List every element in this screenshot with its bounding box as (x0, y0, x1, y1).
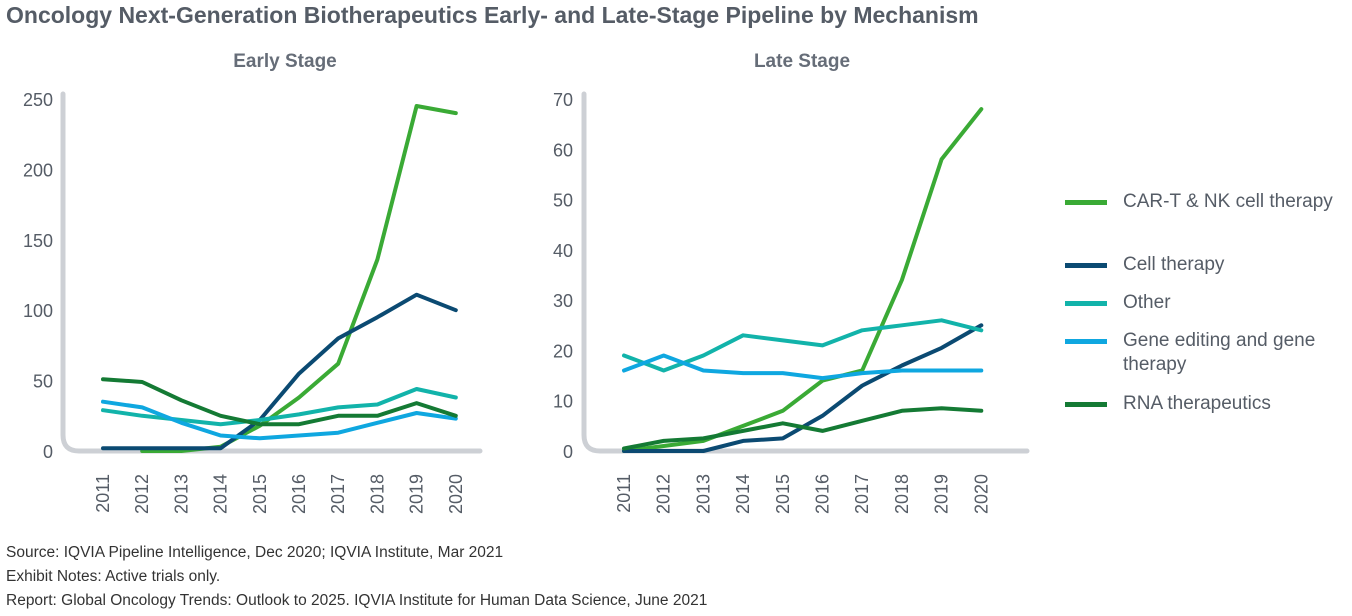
x-tick-label: 2019 (932, 474, 952, 514)
series-line-car-t-nk-cell-therapy (140, 104, 458, 453)
legend-swatch (1065, 339, 1107, 344)
source-note: Source: IQVIA Pipeline Intelligence, Dec… (6, 544, 504, 561)
legend-label: Cell therapy (1123, 254, 1225, 275)
legend-label: CAR-T & NK cell therapy (1123, 191, 1333, 212)
y-tick-label: 100 (23, 301, 53, 321)
x-tick-label: 2018 (367, 474, 387, 514)
x-tick-label: 2020 (971, 474, 991, 514)
x-tick-label: 2012 (654, 474, 674, 514)
series-line-rna-therapeutics (101, 377, 458, 427)
y-tick-label: 250 (23, 90, 53, 110)
panel-early-stage: Early Stage 0 50 100 150 200 250 2011 2012 2013 20… (23, 51, 483, 514)
series-line-gene-editing-and-gene-therapy (101, 399, 458, 441)
axis-line (581, 91, 1030, 454)
y-tick-label: 20 (553, 341, 573, 361)
y-tick-label: 0 (563, 442, 573, 462)
y-tick-label: 50 (33, 372, 53, 392)
legend-label: Gene editing and gene therapy (1123, 330, 1316, 375)
x-tick-label: 2015 (773, 474, 793, 514)
legend-item: Gene editing and gene therapy (1065, 329, 1350, 392)
legend-swatch (1065, 301, 1107, 306)
x-tick-label: 2011 (93, 474, 113, 513)
legend-swatch (1065, 263, 1107, 268)
chart-notes: Source: IQVIA Pipeline Intelligence, Dec… (6, 541, 707, 613)
x-tick-label: 2015 (250, 474, 270, 514)
series-line-cell-therapy (101, 292, 458, 451)
y-tick-label: 50 (553, 191, 573, 211)
y-tick-label: 200 (23, 160, 53, 180)
legend-swatch (1065, 402, 1107, 407)
x-tick-label: 2012 (132, 474, 152, 514)
panel-title: Early Stage (233, 51, 337, 72)
series-line-car-t-nk-cell-therapy (622, 107, 984, 453)
legend-item: RNA therapeutics (1065, 392, 1350, 430)
x-tick-label: 2020 (446, 474, 466, 514)
series-line-other (622, 318, 984, 373)
panel-late-stage: Late Stage 0 10 20 30 40 50 60 70 2011 2012 2013 201… (553, 51, 1030, 514)
y-tick-label: 70 (553, 90, 573, 110)
x-tick-label: 2011 (614, 474, 634, 513)
y-tick-label: 60 (553, 140, 573, 160)
x-tick-label: 2013 (171, 474, 191, 514)
x-tick-label: 2014 (211, 474, 231, 514)
x-tick-label: 2019 (407, 474, 427, 514)
x-tick-label: 2014 (733, 474, 753, 514)
panel-title: Late Stage (754, 51, 850, 72)
legend-swatch (1065, 200, 1107, 205)
legend-item: Other (1065, 291, 1350, 329)
x-tick-label: 2016 (289, 474, 309, 514)
series-line-other (101, 387, 458, 427)
x-tick-label: 2017 (852, 474, 872, 514)
x-tick-label: 2017 (328, 474, 348, 514)
legend-label: RNA therapeutics (1123, 393, 1271, 414)
x-tick-label: 2018 (892, 474, 912, 514)
x-tick-label: 2013 (693, 474, 713, 514)
chart-title: Oncology Next-Generation Biotherapeutics… (6, 2, 979, 28)
x-tick-label: 2016 (813, 474, 833, 514)
series-line-rna-therapeutics (622, 406, 984, 451)
report-note: Report: Global Oncology Trends: Outlook … (6, 592, 708, 609)
y-tick-label: 0 (43, 442, 53, 462)
legend-item: Cell therapy (1065, 253, 1350, 291)
chart-legend: CAR-T & NK cell therapy Cell therapy Other… (1065, 190, 1350, 430)
series-line-gene-editing-and-gene-therapy (622, 353, 984, 381)
legend-label: Other (1123, 292, 1171, 313)
axis-line (60, 91, 483, 454)
y-tick-label: 40 (553, 241, 573, 261)
exhibit-note: Exhibit Notes: Active trials only. (6, 568, 221, 585)
y-tick-label: 10 (553, 392, 573, 412)
legend-item: CAR-T & NK cell therapy (1065, 190, 1350, 253)
y-tick-label: 30 (553, 291, 573, 311)
y-tick-label: 150 (23, 231, 53, 251)
